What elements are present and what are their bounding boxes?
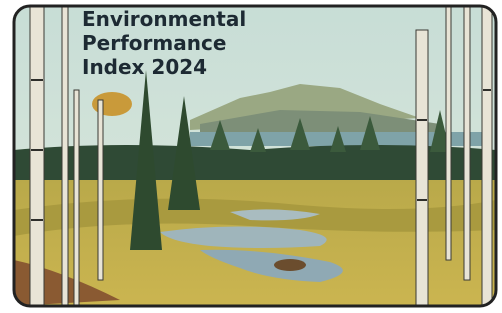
- title-line: Environmental: [82, 7, 246, 31]
- cover-card: Environmental Performance Index 2024: [0, 0, 502, 313]
- title-line: Index 2024: [82, 55, 207, 79]
- title-line: Performance: [82, 31, 226, 55]
- illustration: Environmental Performance Index 2024: [0, 0, 502, 313]
- page: Environmental Performance Index 2024 (()…: [0, 0, 502, 313]
